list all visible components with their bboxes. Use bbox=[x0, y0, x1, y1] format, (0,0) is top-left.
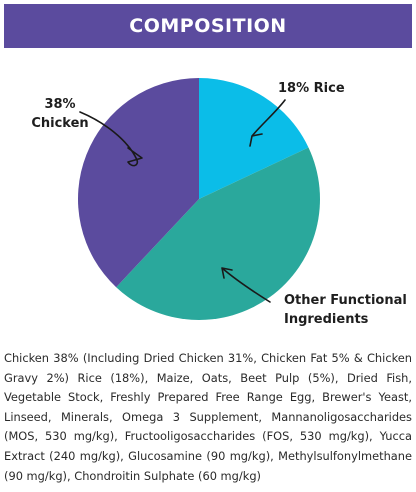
label-chicken: 38% Chicken bbox=[31, 97, 88, 131]
composition-header: COMPOSITION bbox=[4, 4, 412, 48]
label-line: 18% Rice bbox=[278, 81, 345, 96]
label-other-functional: Other Functional Ingredients bbox=[284, 293, 407, 327]
slice-rice bbox=[199, 78, 309, 199]
slice-other-functional bbox=[116, 147, 320, 321]
label-rice: 18% Rice bbox=[278, 81, 345, 96]
label-line: 38% bbox=[44, 97, 75, 112]
label-line: Ingredients bbox=[284, 312, 369, 327]
composition-text: Chicken 38% (Including Dried Chicken 31%… bbox=[4, 351, 412, 483]
rice-label-arrow bbox=[249, 99, 286, 147]
composition-pie-chart: 18% Rice Other Functional Ingredients 38% Ch… bbox=[31, 78, 407, 327]
label-arrows bbox=[79, 99, 286, 303]
pie-labels: 18% Rice Other Functional Ingredients 38% Ch… bbox=[31, 81, 406, 327]
other-label-arrow bbox=[221, 267, 271, 303]
label-line: Chicken bbox=[31, 116, 88, 131]
chicken-label-arrow bbox=[79, 111, 143, 167]
slice-chicken bbox=[77, 78, 199, 288]
pie-slices bbox=[77, 78, 320, 321]
label-line: Other Functional bbox=[284, 293, 407, 308]
